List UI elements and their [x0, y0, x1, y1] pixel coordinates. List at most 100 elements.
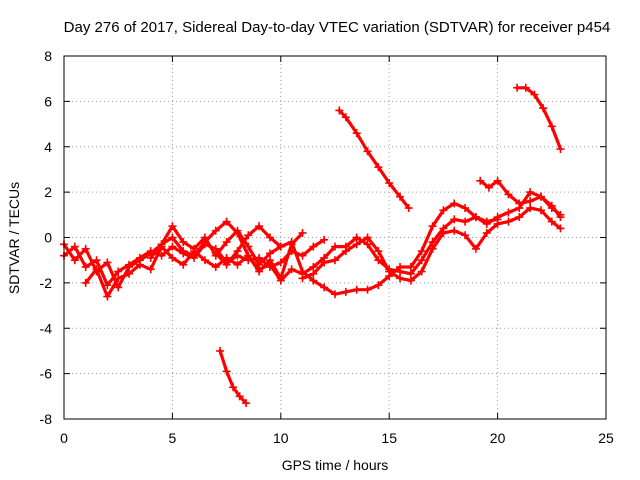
chart-title: Day 276 of 2017, Sidereal Day-to-day VTE…	[64, 19, 611, 36]
data-point-marker	[341, 247, 350, 256]
data-point-marker	[439, 228, 448, 237]
data-point-marker	[320, 258, 329, 267]
data-point-marker	[482, 219, 491, 228]
data-point-marker	[103, 258, 112, 267]
x-tick-label: 15	[381, 430, 397, 446]
data-point-marker	[298, 251, 307, 260]
data-point-marker	[255, 222, 264, 231]
series-track-h	[335, 106, 413, 213]
data-point-marker	[276, 276, 285, 285]
data-point-marker	[211, 249, 220, 258]
data-point-marker	[216, 346, 225, 355]
data-point-marker	[81, 278, 90, 287]
data-point-marker	[298, 267, 307, 276]
data-point-marker	[363, 147, 372, 156]
data-point-marker	[244, 231, 253, 240]
data-point-marker	[103, 281, 112, 290]
data-point-marker	[168, 253, 177, 262]
data-point-marker	[450, 226, 459, 235]
data-point-marker	[515, 199, 524, 208]
data-point-marker	[363, 240, 372, 249]
data-point-marker	[461, 204, 470, 213]
data-point-marker	[211, 262, 220, 271]
data-point-marker	[157, 240, 166, 249]
data-point-marker	[476, 176, 485, 185]
series-line	[214, 190, 563, 296]
data-point-marker	[335, 106, 344, 115]
data-point-marker	[374, 281, 383, 290]
data-point-marker	[222, 367, 231, 376]
data-point-marker	[146, 253, 155, 262]
data-point-marker	[556, 224, 565, 233]
data-point-marker	[374, 247, 383, 256]
series-track-e	[211, 188, 565, 299]
data-point-marker	[547, 204, 556, 213]
axis-ticks: 0 5 10 15 20 25 -8 -6 -4 -2 0 2 4 6 8	[40, 48, 614, 446]
x-tick-label: 0	[60, 430, 68, 446]
data-point-marker	[341, 287, 350, 296]
series-line	[337, 108, 411, 210]
data-point-marker	[331, 242, 339, 251]
data-point-marker	[125, 269, 134, 278]
data-point-marker	[70, 256, 79, 265]
x-tick-label: 5	[169, 430, 177, 446]
data-point-marker	[320, 235, 329, 244]
data-point-marker	[385, 267, 394, 276]
data-point-marker	[504, 217, 513, 226]
data-point-marker	[363, 233, 372, 242]
data-point-marker	[200, 238, 209, 247]
data-point-marker	[515, 213, 524, 222]
data-point-marker	[404, 204, 413, 213]
data-point-marker	[526, 197, 535, 206]
data-point-marker	[114, 267, 123, 276]
data-point-marker	[396, 192, 405, 201]
data-point-marker	[331, 256, 339, 265]
data-point-marker	[200, 256, 209, 265]
grid	[64, 56, 606, 419]
series-track-f	[298, 204, 565, 285]
x-tick-label: 25	[598, 430, 614, 446]
data-point-marker	[428, 222, 437, 231]
data-series	[60, 83, 565, 408]
data-point-marker	[222, 217, 231, 226]
data-point-marker	[135, 260, 144, 269]
data-point-marker	[287, 265, 296, 274]
data-point-marker	[363, 285, 372, 294]
data-point-marker	[255, 265, 264, 274]
data-point-marker	[235, 392, 244, 401]
data-point-marker	[536, 192, 545, 201]
data-point-marker	[352, 240, 361, 249]
y-axis-label: SDTVAR / TECUs	[6, 182, 22, 294]
data-point-marker	[168, 233, 177, 242]
data-point-marker	[92, 265, 101, 274]
series-line	[478, 179, 563, 217]
data-point-marker	[309, 269, 318, 278]
data-point-marker	[526, 188, 535, 197]
data-point-marker	[374, 256, 383, 265]
data-point-marker	[406, 276, 415, 285]
data-point-marker	[242, 399, 251, 408]
data-point-marker	[450, 199, 459, 208]
data-point-marker	[276, 242, 285, 251]
data-point-marker	[396, 262, 405, 271]
data-point-marker	[168, 222, 177, 231]
data-point-marker	[81, 262, 90, 271]
data-point-marker	[352, 233, 361, 242]
data-point-marker	[530, 90, 539, 99]
data-point-marker	[276, 258, 285, 267]
x-tick-label: 10	[273, 430, 289, 446]
x-tick-label: 20	[490, 430, 506, 446]
data-point-marker	[179, 260, 188, 269]
data-point-marker	[493, 213, 502, 222]
data-point-marker	[168, 242, 177, 251]
data-point-marker	[547, 122, 556, 131]
data-point-marker	[493, 219, 502, 228]
y-tick-label: 0	[44, 230, 52, 246]
data-point-marker	[244, 251, 253, 260]
data-point-marker	[320, 283, 329, 292]
data-point-marker	[547, 217, 556, 226]
data-point-marker	[265, 233, 274, 242]
series-line	[515, 86, 563, 151]
y-tick-label: -4	[40, 320, 53, 336]
